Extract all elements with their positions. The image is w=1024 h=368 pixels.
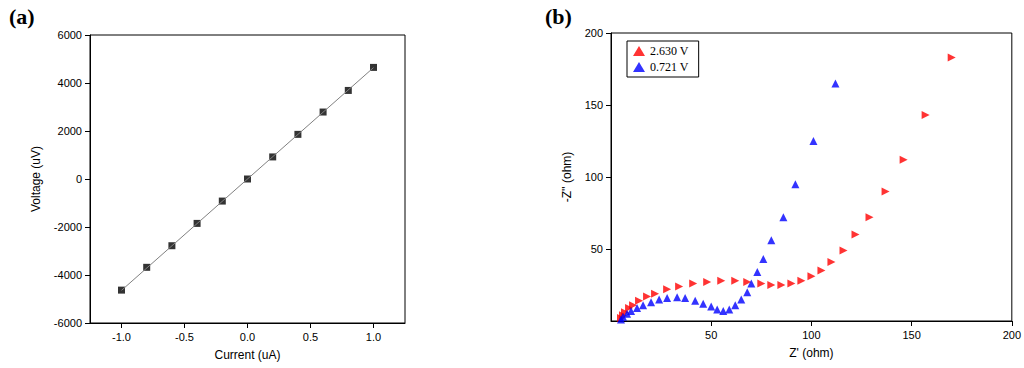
svg-text:-6000: -6000	[54, 317, 82, 329]
svg-text:2.630 V: 2.630 V	[650, 44, 689, 58]
svg-text:-0.5: -0.5	[175, 331, 194, 343]
svg-text:50: 50	[705, 329, 717, 341]
svg-text:100: 100	[802, 329, 820, 341]
svg-text:1.0: 1.0	[366, 331, 381, 343]
svg-text:150: 150	[585, 99, 603, 111]
svg-text:(b): (b)	[545, 4, 572, 29]
svg-text:0.721 V: 0.721 V	[650, 60, 689, 74]
svg-text:Voltage (uV): Voltage (uV)	[29, 146, 43, 212]
svg-text:-2000: -2000	[54, 221, 82, 233]
svg-text:6000: 6000	[58, 29, 82, 41]
svg-text:100: 100	[585, 171, 603, 183]
svg-text:Z' (ohm): Z' (ohm)	[789, 346, 833, 360]
svg-text:200: 200	[585, 27, 603, 39]
svg-text:-Z'' (ohm): -Z'' (ohm)	[560, 152, 574, 203]
svg-text:-4000: -4000	[54, 269, 82, 281]
svg-text:0.5: 0.5	[303, 331, 318, 343]
svg-text:-1.0: -1.0	[112, 331, 131, 343]
svg-text:(a): (a)	[9, 4, 35, 29]
svg-text:4000: 4000	[58, 77, 82, 89]
svg-text:150: 150	[902, 329, 920, 341]
svg-text:50: 50	[591, 243, 603, 255]
svg-text:2000: 2000	[58, 125, 82, 137]
svg-text:0: 0	[76, 173, 82, 185]
svg-text:Current (uA): Current (uA)	[214, 348, 280, 362]
svg-text:200: 200	[1003, 329, 1021, 341]
svg-text:0.0: 0.0	[240, 331, 255, 343]
